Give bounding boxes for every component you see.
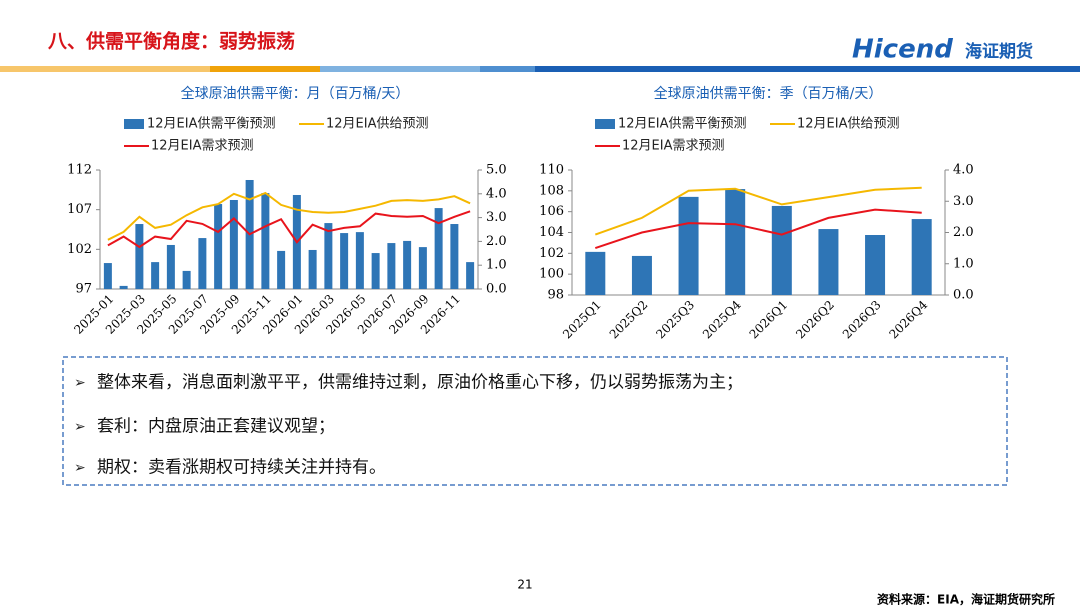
bar [387,243,396,289]
logo: Hicend [852,35,953,65]
source: 资料来源：EIA，海证期货研究所 [877,592,1055,607]
band [0,66,210,72]
bar [403,240,412,289]
bar [678,196,699,295]
x-tick-label: 2025Q3 [653,298,697,342]
line [594,208,922,250]
bullet-marker: ➢ [74,460,86,476]
y2-tick-label: 2.0 [953,225,974,240]
bullet-marker: ➢ [74,375,86,391]
chart-title: 全球原油供需平衡：月（百万桶/天） [181,85,410,102]
bar [371,253,380,289]
x-tick-label: 2026Q4 [886,297,930,341]
y-tick-label: 106 [539,204,564,219]
bar [340,233,349,289]
legend-label: 12月EIA需求预测 [622,139,724,154]
y2-tick-label: 1.0 [953,256,974,271]
bullet-box [62,356,1008,486]
x-tick-label: 2025Q1 [560,298,604,342]
band [210,66,320,72]
bar [229,199,238,289]
y-tick-label: 104 [539,225,564,240]
bar [418,247,427,289]
line [107,210,471,249]
y2-tick-label: 1.0 [486,258,507,273]
bullet-marker: ➢ [74,419,86,435]
y-tick-label: 107 [67,202,92,217]
bar [355,232,364,289]
legend-label: 12月EIA供给预测 [326,117,428,132]
y2-tick-label: 0.0 [486,282,507,297]
x-tick-label: 2026Q3 [840,298,884,342]
page-number: 21 [517,578,532,592]
band [320,66,480,72]
bar [450,224,459,289]
bar [466,262,475,289]
y2-tick-label: 3.0 [953,194,974,209]
slide-title: 八、供需平衡角度：弱势振荡 [48,30,295,53]
y-tick-label: 97 [75,282,92,297]
bar [277,250,286,289]
logo-cn: 海证期货 [965,41,1033,62]
bar [151,262,160,289]
bar [725,189,746,295]
y-tick-label: 100 [539,267,564,282]
bar [198,238,207,289]
bar [261,193,270,289]
bullet-text: 套利：内盘原油正套建议观望； [97,417,335,437]
y-tick-label: 112 [67,163,92,178]
legend-label: 12月EIA需求预测 [151,139,253,154]
bar [865,235,886,295]
legend-label: 12月EIA供需平衡预测 [618,117,746,132]
bar [324,223,333,289]
y2-tick-label: 3.0 [486,210,507,225]
bar [771,205,792,295]
bar [103,263,112,289]
bullet-text: 期权：卖看涨期权可持续关注并持有。 [97,458,386,478]
x-tick-label: 2025Q2 [607,298,651,342]
bar [182,270,191,289]
y-tick-label: 98 [547,288,564,303]
chart-title: 全球原油供需平衡：季（百万桶/天） [654,85,883,102]
line [594,186,922,236]
bar [585,251,606,295]
y-tick-label: 102 [539,246,564,261]
bar [214,204,223,289]
legend-label: 12月EIA供给预测 [797,117,899,132]
bar [308,249,317,289]
y-tick-label: 102 [67,242,92,257]
y-tick-label: 110 [539,163,564,178]
x-tick-label: 2026Q2 [793,298,837,342]
x-tick-label: 2025Q4 [700,297,744,341]
bar [166,244,175,289]
bar [631,255,652,295]
bar [135,224,144,289]
bar [818,229,839,295]
band [480,66,535,72]
y2-tick-label: 4.0 [486,186,507,201]
legend-swatch [595,119,615,129]
bar [911,219,932,295]
y2-tick-label: 4.0 [953,163,974,178]
legend-label: 12月EIA供需平衡预测 [147,117,275,132]
y2-tick-label: 0.0 [953,288,974,303]
x-tick-label: 2026Q1 [747,298,791,342]
line [107,191,471,241]
legend-swatch [124,119,144,129]
y2-tick-label: 5.0 [486,163,507,178]
bar [434,208,443,289]
band [535,66,1080,72]
bar [119,285,128,289]
bullet-text: 整体来看，消息面刺激平平，供需维持过剩，原油价格重心下移，仍以弱势振荡为主； [97,373,743,393]
y2-tick-label: 2.0 [486,234,507,249]
y-tick-label: 108 [539,183,564,198]
